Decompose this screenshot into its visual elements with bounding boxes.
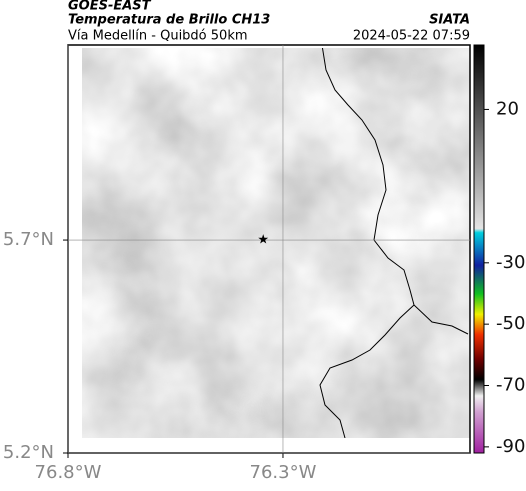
- location-marker: ★: [257, 233, 269, 248]
- colorbar-label: 20: [496, 98, 519, 119]
- colorbar-label: -90: [496, 436, 525, 457]
- y-tick-label: 5.2°N: [3, 442, 54, 463]
- x-tick-label: 76.8°W: [35, 462, 102, 483]
- subtitle: Temperatura de Brillo CH13: [68, 13, 270, 28]
- satellite-image: [82, 48, 470, 438]
- y-tick-label: 5.7°N: [3, 229, 54, 250]
- colorbar-label: -50: [496, 313, 525, 334]
- title: GOES-EAST: [68, 0, 152, 14]
- borders: [319, 48, 469, 438]
- x-tick-label: 76.3°W: [250, 462, 317, 483]
- colorbar-label: -70: [496, 375, 525, 396]
- route: Vía Medellín - Quibdó 50km: [68, 29, 248, 44]
- border-line: [319, 304, 415, 438]
- border-line: [321, 48, 469, 335]
- colorbar-label: -30: [496, 252, 525, 273]
- timestamp: 2024-05-22 07:59: [353, 29, 470, 44]
- colorbar: [473, 44, 485, 454]
- source: SIATA: [429, 13, 470, 28]
